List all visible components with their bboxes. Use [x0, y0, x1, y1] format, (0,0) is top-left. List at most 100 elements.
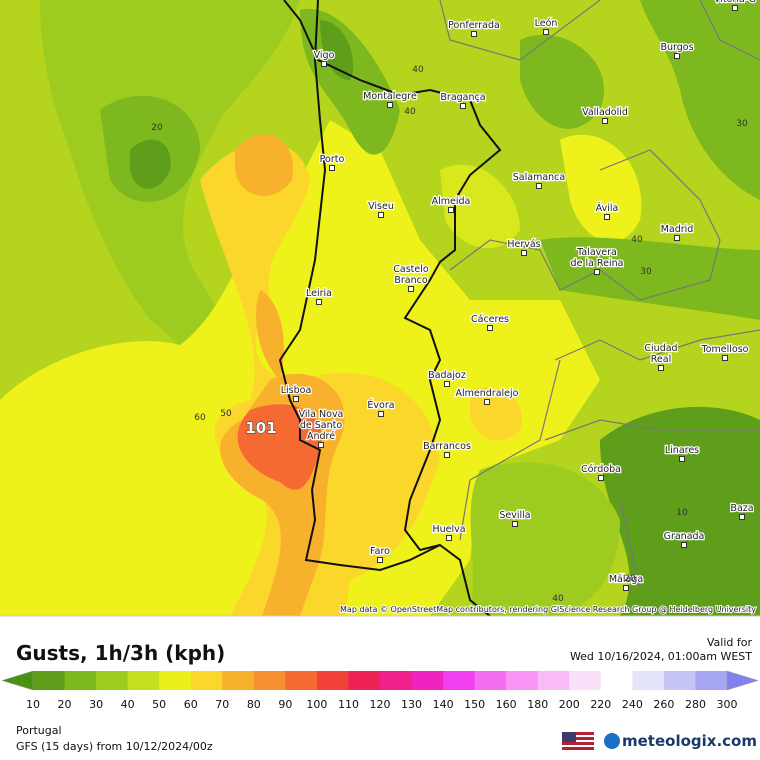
city-label: Badajoz: [428, 370, 466, 381]
colorbar-label: 280: [685, 698, 706, 711]
city-label: Ciudad: [644, 343, 677, 354]
colorbar-segment: [96, 671, 129, 690]
city-marker: [604, 214, 610, 220]
city-marker: [471, 31, 477, 37]
brand[interactable]: meteologix.com: [622, 732, 757, 750]
city-marker: [679, 456, 685, 462]
city-label: André: [307, 431, 335, 442]
city-marker: [378, 212, 384, 218]
colorbar-label: 110: [338, 698, 359, 711]
colorbar-label: 30: [89, 698, 103, 711]
city-marker: [487, 325, 493, 331]
colorbar-segment: [411, 671, 444, 690]
city-marker: [378, 411, 384, 417]
model: GFS (15 days) from 10/12/2024/00z: [16, 740, 213, 753]
city-label: Ávila: [596, 202, 619, 214]
city-marker: [318, 442, 324, 448]
city-marker: [408, 286, 414, 292]
colorbar-arrow: [1, 670, 34, 691]
colorbar-segment: [285, 671, 318, 690]
colorbar-label: 20: [58, 698, 72, 711]
city-marker: [321, 61, 327, 67]
colorbar-arrow: [726, 670, 759, 691]
colorbar-segment: [443, 671, 476, 690]
city-label: Vigo: [314, 50, 335, 61]
city-label: Huelva: [432, 524, 465, 535]
colorbar-segment: [380, 671, 413, 690]
colorbar-segment: [695, 671, 728, 690]
city-label: Viseu: [368, 201, 394, 212]
city-label: Vila Nova: [299, 409, 344, 420]
city-marker: [293, 396, 299, 402]
contour-label: 10: [676, 508, 688, 518]
city-label: Faro: [370, 546, 390, 557]
city-marker: [602, 118, 608, 124]
city-label: Branco: [394, 275, 427, 286]
colorbar-segment: [569, 671, 602, 690]
colorbar-label: 260: [653, 698, 674, 711]
city-marker: [316, 299, 322, 305]
city-marker: [329, 165, 335, 171]
flag: [562, 732, 594, 750]
city-marker: [512, 521, 518, 527]
colorbar-segment: [253, 671, 286, 690]
city-label: Málaga: [609, 574, 643, 585]
contour-label: 50: [220, 409, 232, 419]
max-label: 101: [245, 419, 276, 437]
city-label: Burgos: [660, 42, 693, 53]
city-label: Valladolid: [582, 107, 628, 118]
city-label: Real: [651, 354, 671, 365]
colorbar-segment: [33, 671, 66, 690]
colorbar-label: 220: [590, 698, 611, 711]
city-marker: [444, 452, 450, 458]
valid-label: Valid for: [707, 636, 753, 649]
attribution: Map data © OpenStreetMap contributors, r…: [340, 605, 756, 614]
city-label: Cáceres: [471, 314, 509, 325]
city-label: Linares: [665, 445, 699, 456]
colorbar-label: 40: [121, 698, 135, 711]
city-marker: [543, 29, 549, 35]
colorbar-label: 50: [152, 698, 166, 711]
colorbar-label: 240: [622, 698, 643, 711]
colorbar-label: 200: [559, 698, 580, 711]
colorbar-label: 300: [717, 698, 738, 711]
city-label: Tomelloso: [701, 344, 749, 355]
city-marker: [460, 103, 466, 109]
city-marker: [681, 542, 687, 548]
city-marker: [377, 557, 383, 563]
city-marker: [674, 53, 680, 59]
city-label: de la Reina: [571, 258, 624, 269]
colorbar-label: 90: [278, 698, 292, 711]
city-marker: [722, 355, 728, 361]
city-label: Vitoria-G: [714, 0, 756, 5]
city-label: Almendralejo: [456, 388, 519, 399]
city-label: Madrid: [661, 224, 694, 235]
city-marker: [598, 475, 604, 481]
colorbar-label: 140: [433, 698, 454, 711]
city-label: Talavera: [576, 247, 617, 258]
city-label: Bragança: [440, 92, 485, 103]
city-label: Leiria: [306, 288, 332, 299]
city-marker: [594, 269, 600, 275]
colorbar-label: 10: [26, 698, 40, 711]
colorbar-segment: [159, 671, 192, 690]
legend-title: Gusts, 1h/3h (kph): [16, 641, 225, 665]
colorbar-segment: [316, 671, 349, 690]
city-marker: [387, 102, 393, 108]
city-label: Córdoba: [581, 464, 621, 475]
city-label: Porto: [320, 154, 345, 165]
colorbar-segment: [190, 671, 223, 690]
colorbar-segment: [632, 671, 665, 690]
contour-label: 20: [624, 574, 636, 584]
city-label: Ponferrada: [448, 20, 500, 31]
colorbar-segment: [474, 671, 507, 690]
city-marker: [623, 585, 629, 591]
city-label: de Santo: [300, 420, 342, 431]
contour-label: 40: [552, 594, 564, 604]
city-label: Castelo: [393, 264, 429, 275]
city-label: Barrancos: [423, 441, 471, 452]
city-label: Salamanca: [513, 172, 565, 183]
city-marker: [448, 207, 454, 213]
colorbar-label: 130: [401, 698, 422, 711]
city-marker: [658, 365, 664, 371]
